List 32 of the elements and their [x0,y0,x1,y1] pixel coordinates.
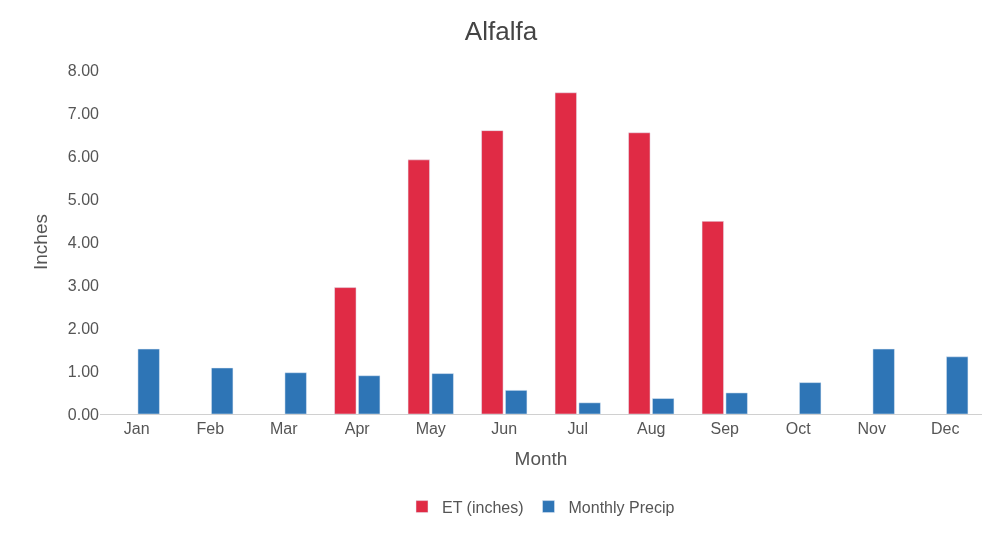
y-tick-label: 6.00 [67,147,100,165]
x-tick-label: Mar [269,420,299,438]
x-axis-title: Month [514,448,568,469]
bar [799,382,822,414]
bar [946,356,969,414]
bar [872,348,895,414]
y-axis-title: Inches [29,214,51,270]
x-tick-label: Feb [196,420,225,438]
chart-title: Alfalfa [464,16,538,47]
legend-label: ET (inches) [442,498,524,516]
x-tick-label: Jul [567,420,588,438]
y-tick-label: 3.00 [67,276,100,294]
y-tick-label: 2.00 [67,319,100,337]
x-tick-label: Sep [710,420,740,438]
bar [284,372,307,414]
x-tick-label: Aug [637,420,666,438]
x-tick-label: Dec [931,420,960,438]
x-tick-label: Jun [491,420,518,438]
y-tick-label: 0.00 [67,405,100,423]
y-tick-label: 5.00 [67,190,100,208]
x-tick-label: Jan [123,420,150,438]
y-tick-label: 1.00 [67,362,100,380]
x-tick-label: Oct [785,420,812,438]
x-tick-label: Apr [344,420,371,438]
bar [211,367,234,414]
y-tick-label: 7.00 [67,104,100,122]
bar [137,348,160,414]
x-tick-label: Nov [857,420,886,438]
x-tick-label: May [415,420,446,438]
y-tick-label: 8.00 [67,61,100,79]
legend-label: Monthly Precip [568,498,675,516]
y-tick-label: 4.00 [67,233,100,251]
